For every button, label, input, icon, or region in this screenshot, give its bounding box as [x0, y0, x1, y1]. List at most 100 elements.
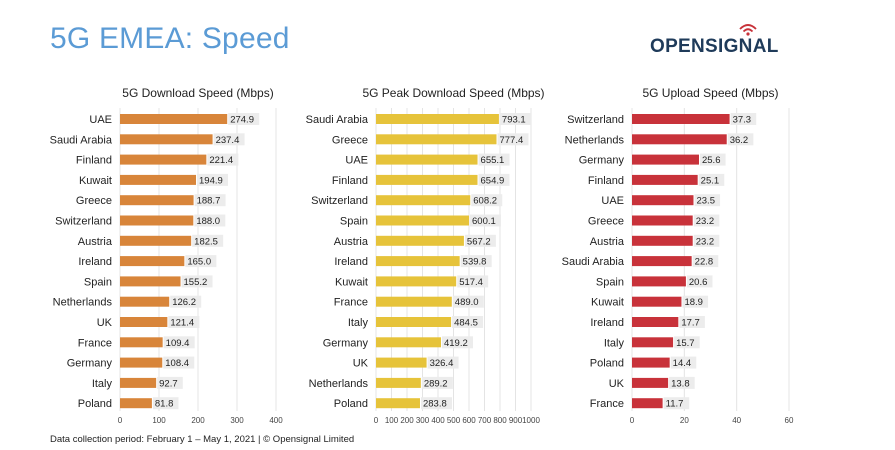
- category-label: Austria: [78, 236, 113, 248]
- value-label-bg: [679, 316, 705, 328]
- value-label-bg: [152, 397, 179, 410]
- value-label: 600.1: [472, 216, 496, 227]
- category-label: Germany: [323, 337, 369, 349]
- bar: [120, 134, 213, 145]
- value-label: 18.9: [684, 297, 703, 308]
- value-label-bg: [207, 153, 239, 166]
- x-tick-label: 200: [191, 416, 205, 425]
- value-label: 793.1: [502, 115, 526, 126]
- value-label: 155.2: [184, 277, 208, 288]
- value-label: 777.4: [499, 135, 523, 146]
- x-tick-label: 1000: [522, 416, 540, 425]
- value-label: 274.9: [230, 115, 254, 126]
- category-label: Poland: [590, 358, 624, 370]
- value-label: 655.1: [481, 155, 505, 166]
- category-label: Saudi Arabia: [50, 134, 113, 146]
- x-tick-label: 200: [400, 416, 414, 425]
- bar: [120, 215, 194, 226]
- x-tick-label: 600: [462, 416, 476, 425]
- value-label-bg: [663, 397, 690, 410]
- value-label-bg: [194, 214, 226, 227]
- category-label: UAE: [345, 155, 368, 167]
- bar: [120, 377, 157, 388]
- bar: [376, 154, 478, 165]
- chart-title: 5G Peak Download Speed (Mbps): [362, 86, 544, 100]
- bar: [632, 235, 693, 246]
- category-label: Netherlands: [309, 378, 369, 390]
- category-label: Spain: [84, 276, 112, 288]
- bar: [376, 296, 452, 307]
- x-tick-label: 300: [230, 416, 244, 425]
- bar: [632, 337, 674, 348]
- category-label: France: [334, 297, 368, 309]
- value-label-bg: [670, 356, 697, 369]
- value-label-bg: [163, 336, 195, 349]
- value-label-bg: [478, 153, 510, 166]
- opensignal-logo: OPENSIGNAL: [650, 36, 779, 57]
- value-label-bg: [441, 336, 473, 349]
- value-label-bg: [157, 376, 183, 389]
- value-label-bg: [464, 234, 496, 247]
- value-label-bg: [185, 255, 217, 268]
- value-label-bg: [194, 194, 226, 207]
- bar: [632, 114, 730, 124]
- value-label: 539.8: [463, 257, 487, 268]
- category-label: UAE: [89, 114, 112, 126]
- value-label-bg: [452, 316, 484, 328]
- value-label-bg: [421, 376, 453, 389]
- value-label: 22.8: [695, 257, 714, 268]
- bar: [376, 235, 464, 246]
- x-tick-label: 0: [374, 416, 379, 425]
- category-label: Ireland: [334, 256, 368, 268]
- bar: [376, 215, 470, 226]
- bar: [376, 317, 452, 327]
- bar: [376, 256, 460, 267]
- category-label: Germany: [67, 358, 113, 370]
- value-label-bg: [420, 397, 452, 410]
- category-label: Ireland: [78, 256, 112, 268]
- value-label-bg: [427, 356, 459, 369]
- value-label-bg: [168, 316, 200, 328]
- value-label: 36.2: [730, 135, 749, 146]
- value-label-bg: [457, 275, 489, 288]
- bar: [376, 114, 499, 124]
- bar: [632, 357, 670, 368]
- category-label: Greece: [332, 134, 368, 146]
- bar: [632, 174, 698, 185]
- value-label: 25.6: [702, 155, 721, 166]
- category-label: Poland: [78, 398, 112, 410]
- bar: [120, 235, 192, 246]
- category-label: Italy: [604, 337, 625, 349]
- bar: [120, 398, 152, 409]
- value-label: 20.6: [689, 277, 708, 288]
- category-label: France: [78, 337, 112, 349]
- value-label-bg: [692, 255, 719, 268]
- category-label: Spain: [340, 216, 368, 228]
- value-label: 17.7: [681, 318, 700, 329]
- category-label: Germany: [579, 155, 625, 167]
- value-label: 14.4: [673, 358, 692, 369]
- value-label: 109.4: [166, 338, 190, 349]
- category-label: Netherlands: [53, 297, 113, 309]
- value-label-bg: [470, 214, 502, 227]
- category-label: Greece: [588, 216, 624, 228]
- value-label: 92.7: [159, 378, 178, 389]
- value-label-bg: [682, 295, 709, 308]
- category-label: Saudi Arabia: [306, 114, 369, 126]
- x-tick-label: 0: [630, 416, 635, 425]
- category-label: Finland: [76, 155, 112, 167]
- value-label: 654.9: [481, 175, 505, 186]
- value-label-bg: [228, 113, 260, 125]
- download-speed-chart: 5G Download Speed (Mbps) 0 100 200 300 400 UAE…: [50, 86, 284, 425]
- category-label: Spain: [596, 276, 624, 288]
- value-label: 13.8: [671, 378, 690, 389]
- category-label: UK: [97, 317, 113, 329]
- value-label-bg: [499, 113, 531, 125]
- value-label-bg: [197, 173, 229, 186]
- page-title: 5G EMEA: Speed: [50, 22, 290, 55]
- category-label: Poland: [334, 398, 368, 410]
- x-tick-label: 100: [152, 416, 166, 425]
- bar: [376, 357, 427, 368]
- footer-note: Data collection period: February 1 – May…: [50, 434, 355, 445]
- value-label: 237.4: [216, 135, 240, 146]
